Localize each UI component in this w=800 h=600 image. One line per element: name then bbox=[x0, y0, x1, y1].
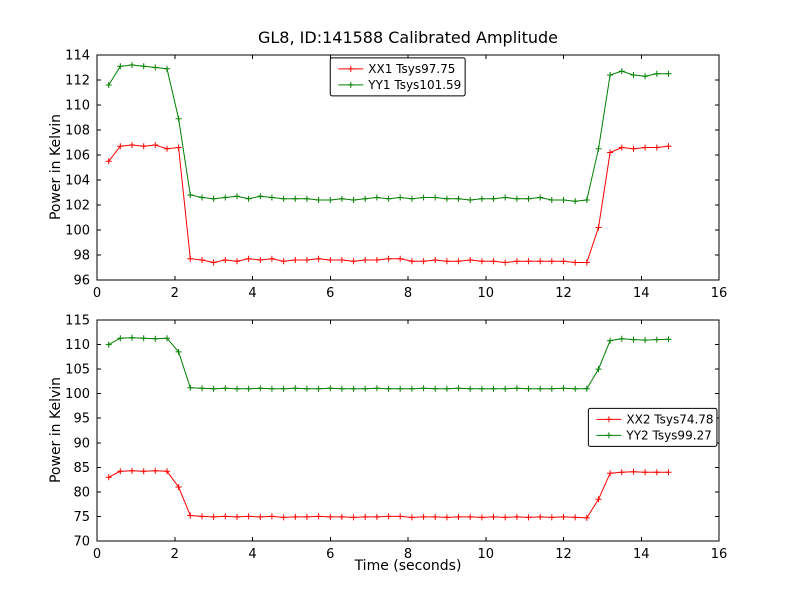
bottom-plot: 0 2 4 6 8 10 12 14 16 70 75 80 85 90 95 100 105 110 115 XX2… bbox=[65, 314, 727, 563]
legend-sample-marker bbox=[347, 81, 354, 88]
y-tick-label: 102 bbox=[65, 199, 90, 214]
x-axis-label: Time (seconds) bbox=[354, 558, 462, 574]
series-line-XX2 bbox=[108, 470, 669, 519]
x-tick-label: 12 bbox=[555, 286, 572, 301]
y-tick-label: 95 bbox=[73, 412, 90, 427]
x-tick-label: 2 bbox=[171, 547, 179, 562]
y-tick-label: 85 bbox=[73, 461, 90, 476]
y-tick-label: 112 bbox=[65, 74, 90, 89]
x-tick-label: 10 bbox=[477, 286, 494, 301]
y-tick-label: 96 bbox=[73, 274, 90, 289]
series-markers-XX1 bbox=[105, 142, 672, 266]
legend-box bbox=[329, 57, 466, 97]
legend-label: YY2 Tsys99.27 bbox=[625, 428, 711, 442]
top-plot: 0 2 4 6 8 10 12 14 16 96 98 100 102 104 106 108 110 112 11… bbox=[65, 49, 727, 302]
series-markers-YY1 bbox=[105, 62, 672, 205]
x-tick-label: 6 bbox=[326, 547, 334, 562]
x-tick-label: 16 bbox=[711, 547, 728, 562]
y-tick-label: 100 bbox=[65, 224, 90, 239]
y-tick-label: 75 bbox=[73, 510, 90, 525]
x-tick-label: 10 bbox=[477, 547, 494, 562]
legend-label: YY1 Tsys101.59 bbox=[367, 78, 461, 92]
y-tick-label: 105 bbox=[65, 363, 90, 378]
y-tick-label: 80 bbox=[73, 485, 90, 500]
legend-sample-marker bbox=[605, 416, 612, 423]
x-tick-label: 8 bbox=[404, 547, 412, 562]
series-line-YY2 bbox=[108, 337, 669, 390]
legend-label: XX1 Tsys97.75 bbox=[368, 62, 455, 76]
legend-sample-marker bbox=[605, 432, 612, 439]
figure-title: GL8, ID:141588 Calibrated Amplitude bbox=[257, 28, 558, 47]
x-tick-label: 4 bbox=[248, 547, 256, 562]
y-tick-label: 108 bbox=[65, 124, 90, 139]
y-tick-label: 98 bbox=[73, 249, 90, 264]
x-tick-label: 16 bbox=[711, 286, 728, 301]
y-tick-label: 90 bbox=[73, 436, 90, 451]
y-tick-label: 106 bbox=[65, 149, 90, 164]
legend-label: XX2 Tsys74.78 bbox=[626, 412, 713, 426]
series-line-XX1 bbox=[108, 144, 669, 264]
x-tick-label: 0 bbox=[93, 286, 101, 301]
series-markers-YY2 bbox=[105, 334, 672, 392]
x-tick-label: 0 bbox=[93, 547, 101, 562]
y-tick-label: 110 bbox=[65, 338, 90, 353]
y-tick-label: 115 bbox=[65, 314, 90, 329]
y-tick-label: 100 bbox=[65, 387, 90, 402]
y-tick-label: 70 bbox=[73, 535, 90, 550]
x-tick-label: 4 bbox=[248, 286, 256, 301]
x-tick-label: 8 bbox=[404, 286, 412, 301]
series-markers-XX2 bbox=[105, 467, 672, 521]
y-tick-label: 110 bbox=[65, 99, 90, 114]
x-tick-label: 14 bbox=[633, 286, 650, 301]
x-tick-label: 12 bbox=[555, 547, 572, 562]
x-tick-label: 2 bbox=[171, 286, 179, 301]
legend-box bbox=[587, 407, 718, 447]
x-tick-label: 6 bbox=[326, 286, 334, 301]
y-tick-label: 104 bbox=[65, 174, 90, 189]
x-tick-label: 14 bbox=[633, 547, 650, 562]
y-tick-label: 114 bbox=[65, 49, 90, 64]
legend-sample-marker bbox=[347, 65, 354, 72]
